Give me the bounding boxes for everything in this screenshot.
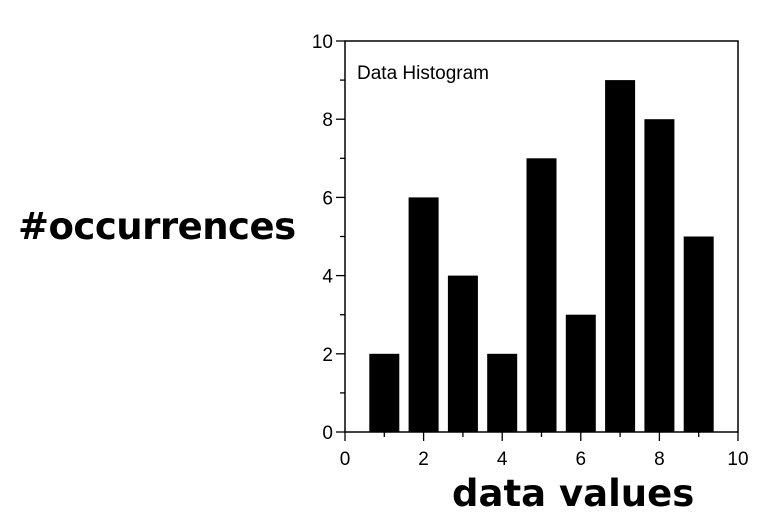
chart-title: Data Histogram (357, 63, 489, 84)
y-axis-ticks: 0 2 4 6 8 10 (312, 32, 345, 444)
bar-9 (683, 236, 714, 432)
bar-2 (408, 197, 439, 432)
y-tick-label: 8 (322, 110, 333, 131)
bar-8 (644, 119, 675, 432)
x-axis-label: data values (452, 472, 695, 515)
y-tick-label: 0 (322, 423, 333, 444)
x-tick-label: 6 (576, 449, 587, 470)
bar-7 (605, 80, 636, 432)
x-tick-label: 2 (418, 449, 429, 470)
y-tick-label: 4 (322, 267, 333, 288)
bar-3 (447, 275, 478, 432)
bar-6 (565, 314, 596, 432)
x-tick-label: 8 (654, 449, 665, 470)
x-tick-label: 10 (727, 449, 748, 470)
plot-frame (344, 40, 739, 433)
bars-group (369, 80, 714, 433)
bar-4 (487, 353, 518, 432)
y-tick-label: 10 (312, 32, 333, 53)
bar-5 (526, 158, 557, 433)
y-axis-label: #occurrences (18, 205, 296, 248)
y-tick-label: 6 (322, 188, 333, 209)
y-tick-label: 2 (322, 345, 333, 366)
x-axis-ticks: 0 2 4 6 8 10 (340, 432, 749, 470)
x-tick-label: 0 (340, 449, 351, 470)
bar-1 (369, 353, 400, 432)
x-tick-label: 4 (497, 449, 508, 470)
